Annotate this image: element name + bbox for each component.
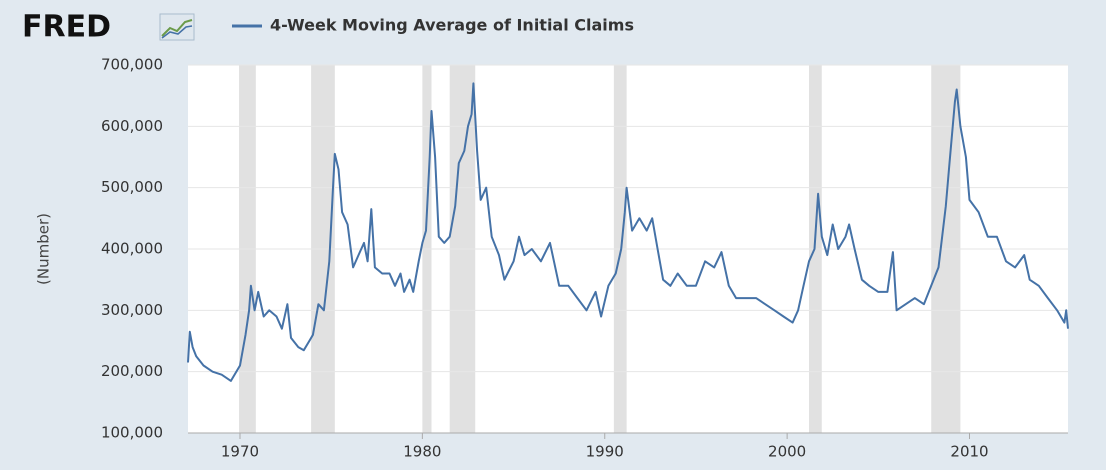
y-tick-label: 600,000 [101,117,163,135]
y-tick-label: 200,000 [101,362,163,380]
series-line [187,82,1069,382]
y-tick-label: 500,000 [101,178,163,196]
x-tick-label: 1970 [221,443,259,461]
y-tick-label: 300,000 [101,301,163,319]
y-tick-label: 400,000 [101,240,163,258]
x-tick-label: 1990 [586,443,624,461]
x-tick-label: 1980 [403,443,441,461]
y-tick-label: 100,000 [101,424,163,442]
x-tick-label: 2000 [768,443,806,461]
legend-label: 4-Week Moving Average of Initial Claims [270,16,634,35]
y-tick-label: 700,000 [101,56,163,74]
logo: FRED [22,10,111,45]
y-axis-label: (Number) [35,213,53,285]
x-tick-label: 2010 [950,443,988,461]
logo-icon [159,13,195,41]
